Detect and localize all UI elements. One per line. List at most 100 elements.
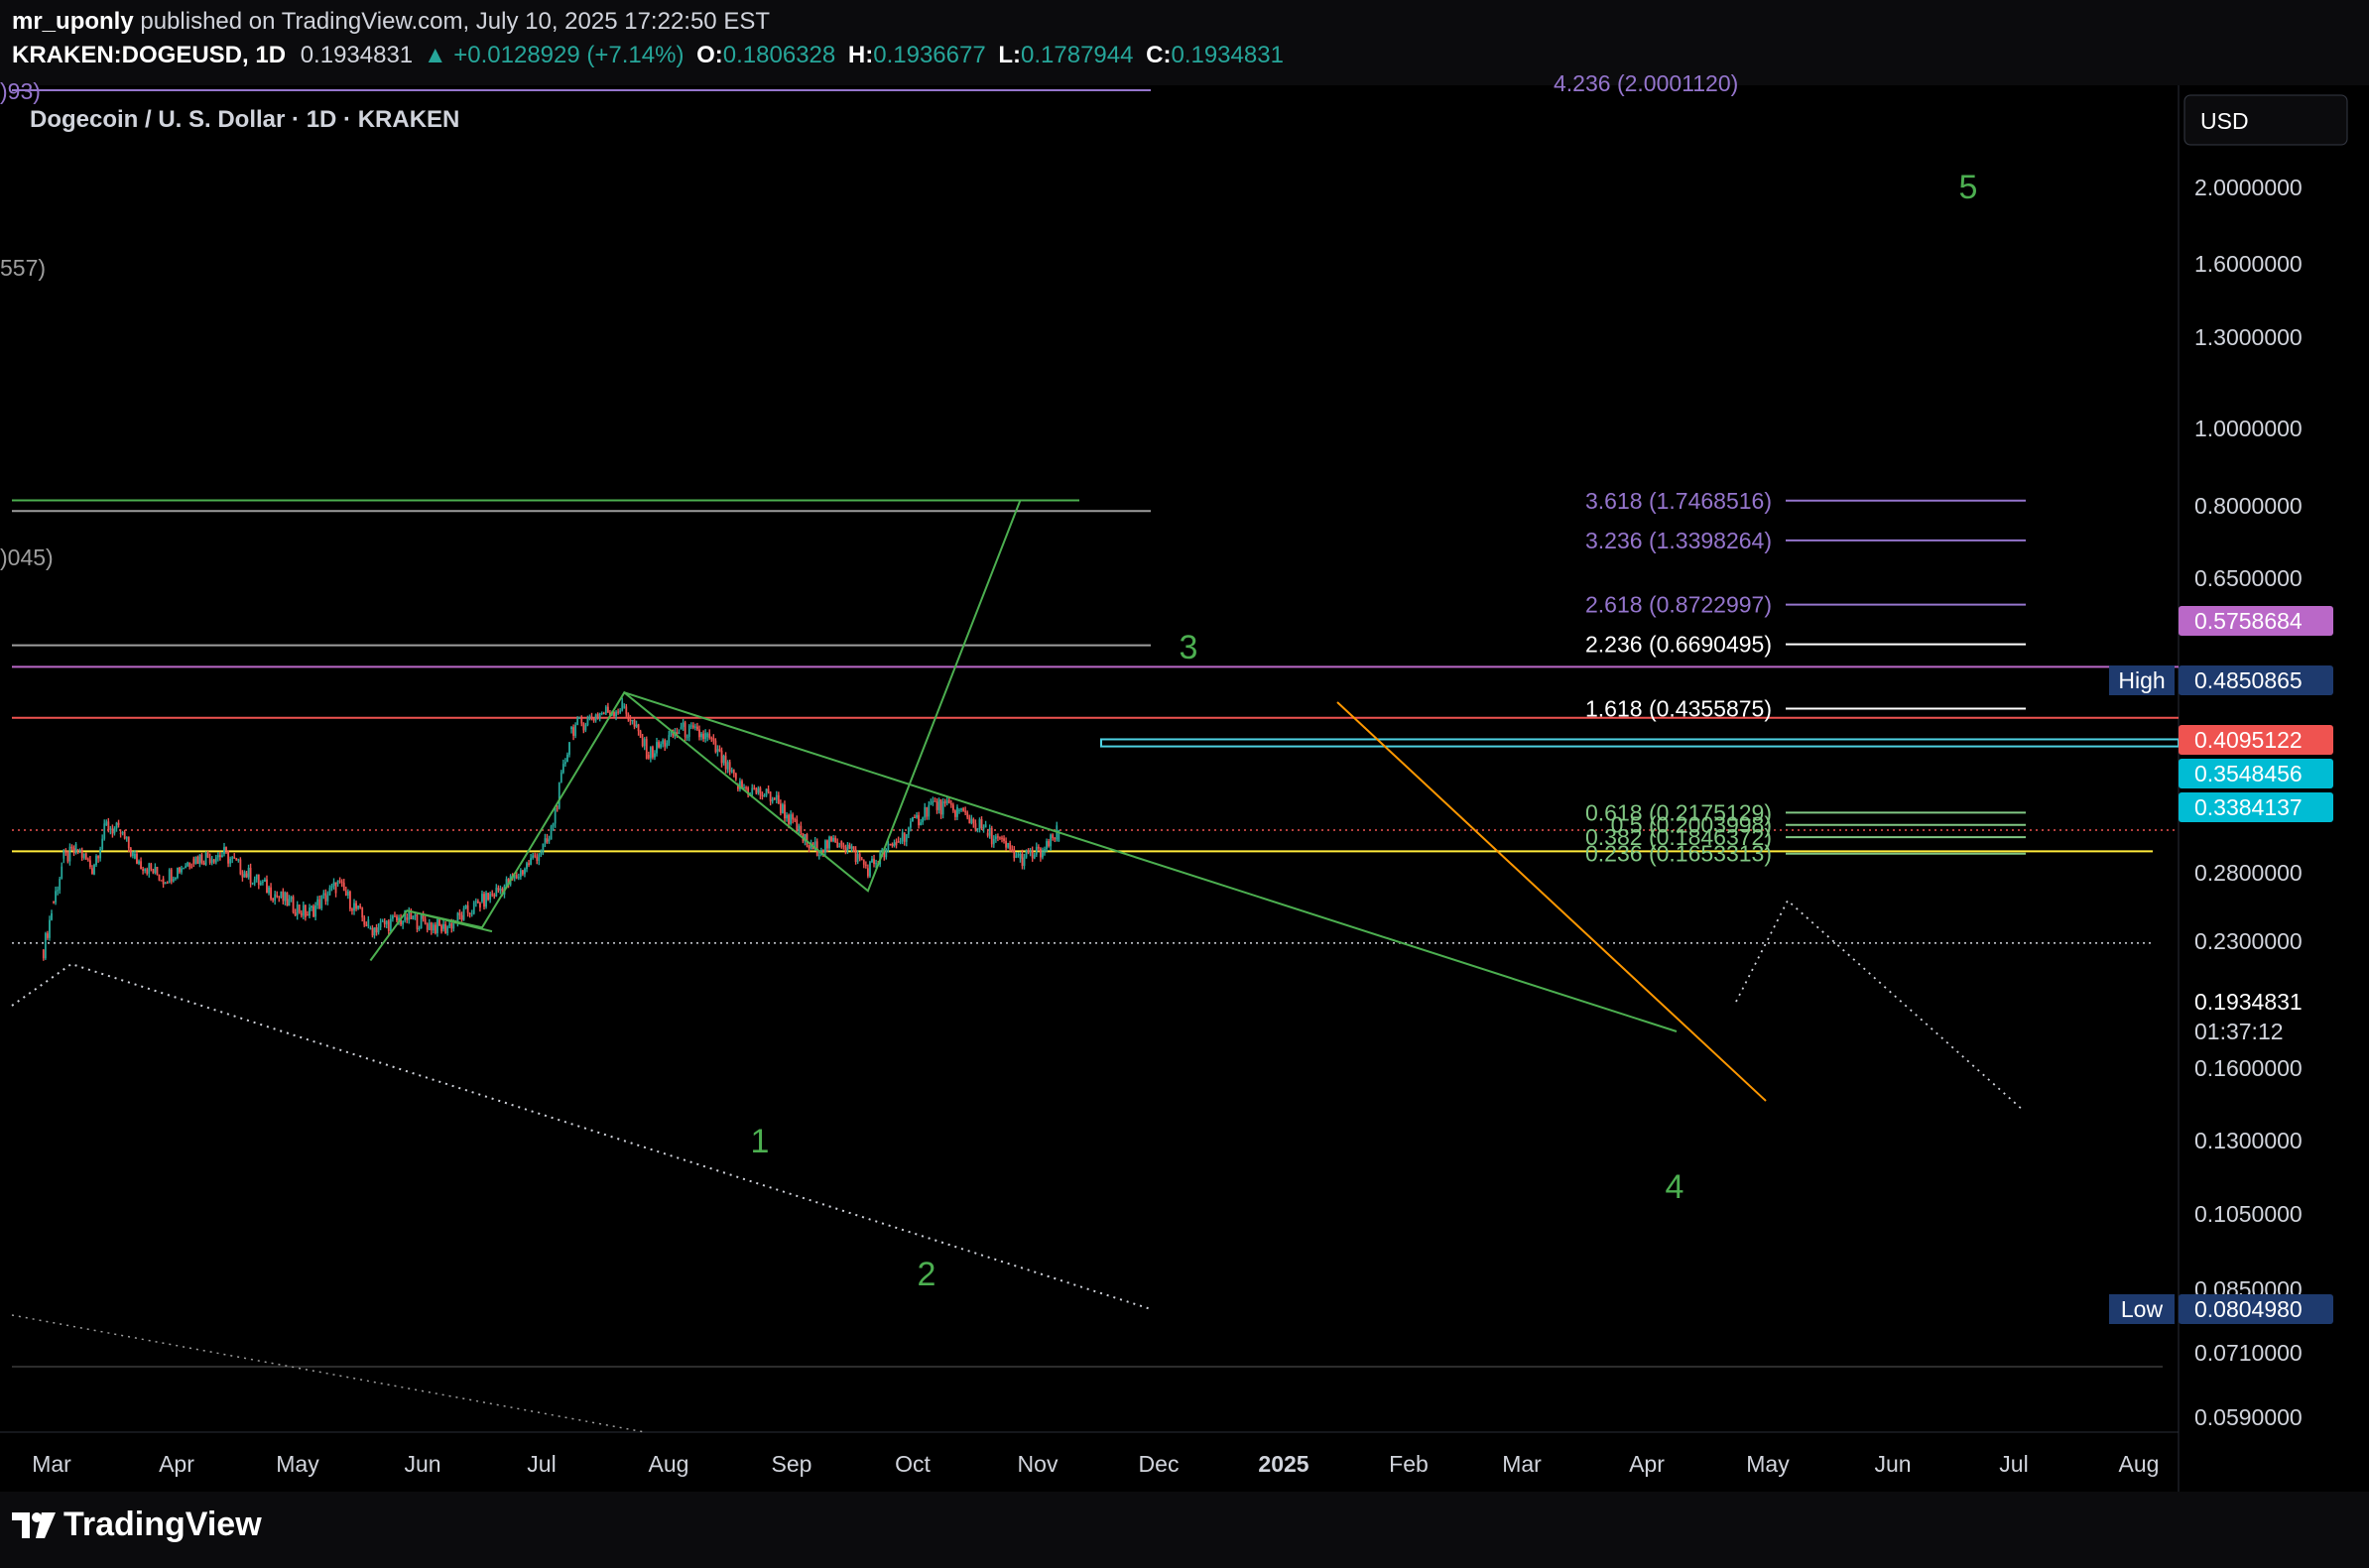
candle-body[interactable] xyxy=(1013,849,1016,858)
candle-body[interactable] xyxy=(798,825,801,832)
candle-body[interactable] xyxy=(984,824,987,828)
candle-body[interactable] xyxy=(732,770,735,774)
candle-body[interactable] xyxy=(462,907,465,920)
candle-body[interactable] xyxy=(1001,837,1003,839)
candle-body[interactable] xyxy=(42,949,45,959)
candle-body[interactable] xyxy=(363,916,366,925)
candle-body[interactable] xyxy=(389,918,392,932)
candle-body[interactable] xyxy=(875,863,877,865)
candle-body[interactable] xyxy=(765,788,768,796)
candle-body[interactable] xyxy=(668,735,671,744)
candle-body[interactable] xyxy=(606,706,609,713)
candle-body[interactable] xyxy=(1031,850,1034,859)
candle-body[interactable] xyxy=(245,873,248,878)
candle-body[interactable] xyxy=(889,843,892,845)
candle-body[interactable] xyxy=(442,923,444,929)
candle-body[interactable] xyxy=(637,724,640,732)
candle-body[interactable] xyxy=(225,847,227,851)
candle-body[interactable] xyxy=(121,832,124,834)
candle-body[interactable] xyxy=(190,866,193,869)
candle-body[interactable] xyxy=(414,914,417,916)
candle-body[interactable] xyxy=(76,849,79,851)
candle-body[interactable] xyxy=(826,840,828,849)
candle-body[interactable] xyxy=(398,917,400,921)
candle-body[interactable] xyxy=(654,753,656,758)
candle-body[interactable] xyxy=(332,882,335,887)
candle-body[interactable] xyxy=(179,867,181,873)
candle-body[interactable] xyxy=(909,821,912,828)
candle-body[interactable] xyxy=(990,827,993,845)
candle-body[interactable] xyxy=(174,877,177,880)
candle-body[interactable] xyxy=(134,853,136,859)
candle-body[interactable] xyxy=(550,826,553,840)
price-tag[interactable]: 0.4095122 xyxy=(2179,725,2333,755)
candle-body[interactable] xyxy=(422,914,425,919)
candle-body[interactable] xyxy=(168,869,171,884)
candle-body[interactable] xyxy=(604,706,607,714)
candle-body[interactable] xyxy=(558,782,561,808)
candle-body[interactable] xyxy=(540,852,543,855)
candle-body[interactable] xyxy=(958,809,960,811)
candle-body[interactable] xyxy=(830,836,832,842)
candle-body[interactable] xyxy=(645,739,648,760)
candle-body[interactable] xyxy=(924,806,927,818)
candle-body[interactable] xyxy=(804,834,807,842)
candle-body[interactable] xyxy=(856,854,859,862)
candle-body[interactable] xyxy=(784,804,786,819)
candle-body[interactable] xyxy=(800,825,803,834)
candle-body[interactable] xyxy=(947,799,950,803)
candle-body[interactable] xyxy=(219,855,221,858)
candle-body[interactable] xyxy=(759,787,762,795)
candle-body[interactable] xyxy=(452,921,455,929)
candle-body[interactable] xyxy=(570,727,572,730)
candle-body[interactable] xyxy=(670,730,673,736)
candle-body[interactable] xyxy=(432,924,435,931)
candle-body[interactable] xyxy=(852,846,855,850)
candle-body[interactable] xyxy=(64,851,67,853)
candle-body[interactable] xyxy=(136,853,138,864)
candle-body[interactable] xyxy=(456,912,459,923)
candle-body[interactable] xyxy=(901,832,904,842)
candle-body[interactable] xyxy=(1035,846,1038,855)
candle-body[interactable] xyxy=(767,788,770,792)
candle-body[interactable] xyxy=(72,848,75,854)
candle-body[interactable] xyxy=(627,713,630,720)
dotted-lower-trend[interactable] xyxy=(11,1314,646,1433)
candle-body[interactable] xyxy=(757,787,760,793)
candle-body[interactable] xyxy=(546,838,549,843)
candle-body[interactable] xyxy=(324,893,327,902)
candle-body[interactable] xyxy=(712,738,715,741)
candle-body[interactable] xyxy=(229,858,232,864)
candle-body[interactable] xyxy=(216,855,219,858)
candle-body[interactable] xyxy=(204,852,207,865)
candle-body[interactable] xyxy=(641,737,644,747)
candle-body[interactable] xyxy=(119,832,122,834)
candle-body[interactable] xyxy=(978,819,981,829)
candle-body[interactable] xyxy=(828,836,830,849)
candle-body[interactable] xyxy=(349,891,351,909)
candle-body[interactable] xyxy=(385,920,388,925)
candle-body[interactable] xyxy=(832,837,834,842)
candle-body[interactable] xyxy=(594,714,597,721)
candle-body[interactable] xyxy=(836,842,839,847)
candle-body[interactable] xyxy=(192,858,195,864)
candle-body[interactable] xyxy=(598,713,601,718)
candle-body[interactable] xyxy=(1048,841,1050,847)
candle-body[interactable] xyxy=(552,823,555,827)
candle-body[interactable] xyxy=(897,840,900,843)
candle-body[interactable] xyxy=(282,891,285,902)
candle-body[interactable] xyxy=(676,731,679,734)
candle-body[interactable] xyxy=(850,846,853,849)
candle-body[interactable] xyxy=(887,843,890,850)
candle-body[interactable] xyxy=(997,836,999,838)
wave2-upper-line[interactable] xyxy=(406,909,493,933)
candle-body[interactable] xyxy=(586,717,589,726)
candle-body[interactable] xyxy=(383,920,386,925)
candle-body[interactable] xyxy=(322,893,325,896)
candle-body[interactable] xyxy=(223,847,225,855)
candle-body[interactable] xyxy=(62,851,65,859)
candle-body[interactable] xyxy=(986,832,989,836)
candle-body[interactable] xyxy=(647,755,650,759)
candle-body[interactable] xyxy=(468,912,471,914)
